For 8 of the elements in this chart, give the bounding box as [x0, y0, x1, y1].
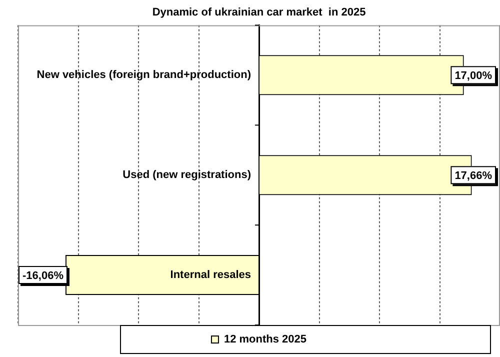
y-tick-label: Used (new registrations) — [122, 169, 252, 182]
y-tick-label: New vehicles (foreign brand+production) — [36, 69, 252, 82]
legend-label: 12 months 2025 — [224, 334, 307, 346]
data-label: 17,00% — [454, 70, 492, 82]
chart-title: Dynamic of ukrainian car market in 2025 — [152, 6, 366, 19]
data-label: -16,06% — [22, 270, 64, 282]
data-label: 17,66% — [454, 170, 492, 182]
y-tick-label: Internal resales — [170, 269, 251, 282]
